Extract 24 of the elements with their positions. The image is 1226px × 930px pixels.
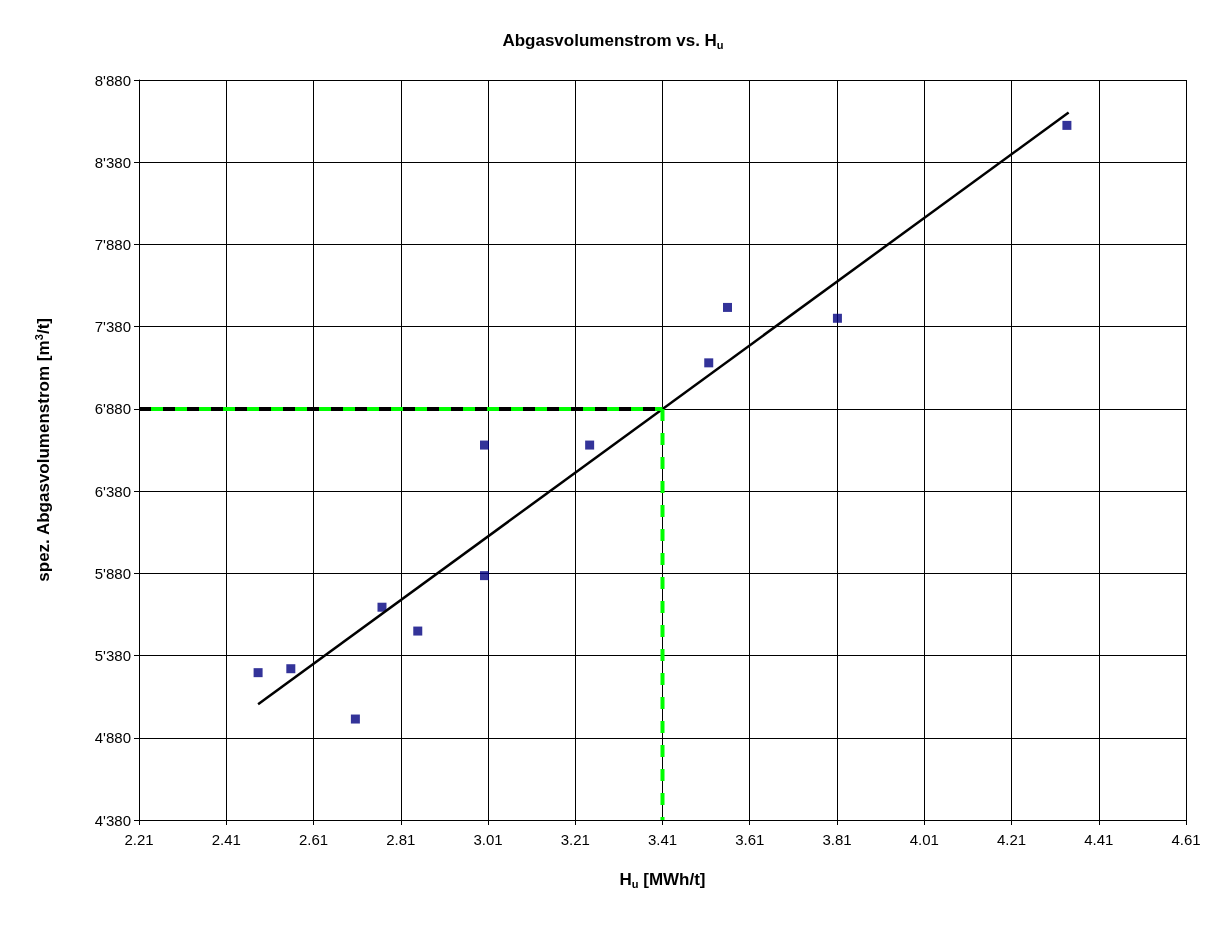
x-tick-label: 2.41	[211, 831, 241, 848]
y-tick-label: 8'880	[94, 71, 131, 89]
y-tick-label: 7'380	[94, 318, 131, 336]
x-tick-label: 3.21	[560, 831, 590, 848]
y-axis-title: spez. Abgasvolumenstrom [m3/t]	[33, 317, 53, 582]
x-tick-label: 3.01	[473, 831, 503, 848]
x-tick-label: 4.01	[909, 831, 939, 848]
y-tick-label: 4'880	[94, 729, 131, 747]
x-tick-label: 2.61	[298, 831, 329, 848]
x-tick-label: 4.21	[996, 831, 1027, 848]
x-tick-label: 3.81	[822, 831, 852, 848]
y-tick-label: 6'880	[94, 400, 131, 418]
x-tick-label: 3.61	[735, 831, 765, 848]
y-tick-label: 8'380	[94, 153, 131, 171]
x-tick-label: 2.21	[124, 831, 154, 848]
y-tick-label: 4'380	[94, 811, 131, 829]
x-tick-label: 2.81	[386, 831, 416, 848]
y-tick-label: 5'380	[94, 647, 131, 665]
y-tick-label: 7'880	[94, 235, 131, 253]
x-tick-label: 3.41	[647, 831, 678, 848]
x-tick-label: 4.41	[1084, 831, 1114, 848]
y-tick-label: 6'380	[94, 482, 131, 500]
y-tick-label: 5'880	[94, 564, 131, 582]
x-tick-label: 4.61	[1171, 831, 1201, 848]
